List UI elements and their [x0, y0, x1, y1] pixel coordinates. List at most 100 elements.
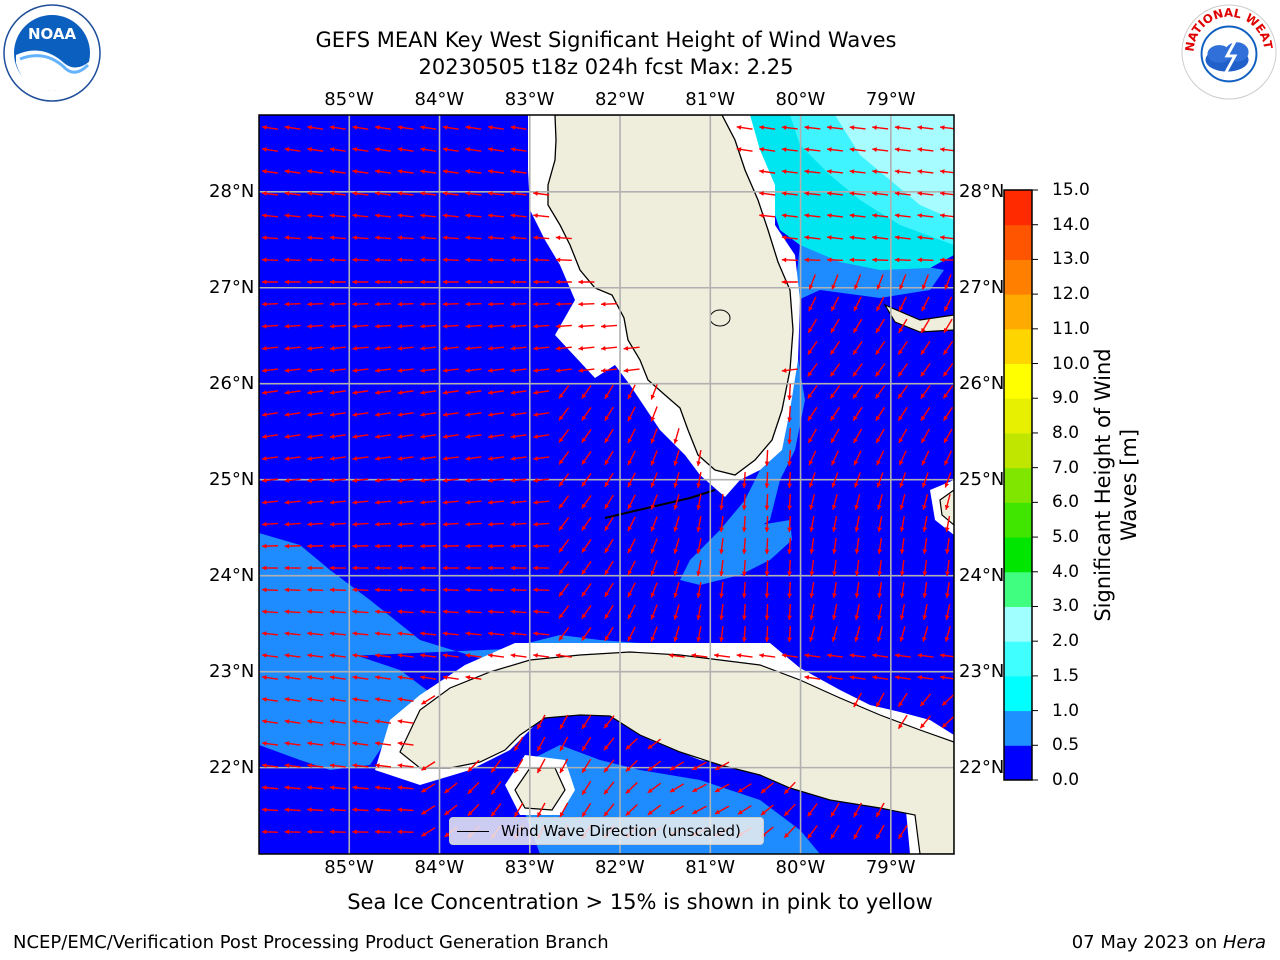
wind-wave-arrow: [397, 279, 414, 285]
wind-wave-arrow: [920, 318, 931, 334]
colorbar-segment: [1004, 224, 1032, 260]
wind-wave-arrow: [442, 543, 459, 549]
wind-wave-arrow: [352, 829, 369, 835]
wind-wave-arrow: [647, 760, 662, 772]
wind-wave-arrow: [783, 825, 796, 839]
wind-wave-arrow: [627, 604, 636, 620]
wind-wave-arrow: [877, 581, 883, 599]
wind-wave-arrow: [284, 521, 301, 527]
wind-wave-arrow: [533, 213, 550, 219]
wind-wave-arrow: [533, 301, 550, 307]
wind-wave-arrow: [849, 125, 866, 130]
wind-wave-arrow: [899, 274, 907, 290]
wind-wave-arrow: [737, 783, 752, 793]
wind-wave-arrow: [759, 653, 776, 658]
wind-wave-arrow: [787, 515, 792, 533]
wind-wave-arrow: [352, 412, 369, 417]
wind-wave-arrow: [647, 804, 662, 816]
wind-wave-arrow: [650, 428, 658, 444]
wind-wave-arrow: [284, 763, 301, 768]
wind-wave-arrow: [510, 125, 527, 130]
wind-wave-arrow: [874, 363, 886, 377]
wind-wave-arrow: [921, 274, 929, 290]
wind-wave-arrow: [261, 499, 279, 505]
wind-wave-arrow: [352, 191, 369, 196]
wind-wave-arrow: [465, 257, 482, 263]
wind-wave-arrow: [603, 759, 615, 773]
wind-wave-arrow: [876, 450, 885, 466]
wind-wave-arrow: [920, 406, 931, 422]
wind-wave-arrow: [832, 559, 837, 577]
wind-wave-arrow: [604, 582, 614, 598]
wind-wave-arrow: [352, 125, 369, 130]
wind-wave-arrow: [329, 456, 346, 461]
wind-wave-arrow: [510, 434, 527, 439]
wind-wave-arrow: [442, 323, 459, 329]
legend-line-sample: [457, 831, 489, 832]
wind-wave-arrow: [307, 609, 324, 615]
wind-wave-arrow: [741, 625, 747, 643]
wind-wave-arrow: [944, 516, 951, 532]
wind-wave-arrow: [830, 296, 840, 312]
wind-wave-arrow: [487, 125, 505, 130]
longitude-label: 82°W: [595, 857, 645, 878]
colorbar-segment: [1004, 467, 1032, 503]
wind-wave-arrow: [510, 609, 527, 615]
wind-wave-arrow: [696, 538, 702, 554]
wind-wave-arrow: [787, 581, 792, 599]
wind-wave-arrow: [826, 257, 844, 263]
wind-wave-arrow: [510, 565, 527, 571]
wind-wave-arrow: [284, 697, 301, 702]
wind-wave-arrow: [849, 235, 866, 240]
wind-wave-arrow: [374, 213, 392, 219]
wind-wave-arrow: [533, 653, 550, 658]
wind-wave-arrow: [853, 296, 862, 312]
wind-wave-arrow: [625, 803, 638, 817]
wind-wave-arrow: [604, 494, 614, 510]
wind-wave-arrow: [397, 478, 414, 483]
wind-wave-arrow: [261, 147, 279, 152]
wind-wave-arrow: [374, 235, 392, 241]
longitude-label: 85°W: [324, 89, 374, 110]
wind-wave-arrow: [261, 543, 279, 549]
wind-wave-arrow: [787, 427, 792, 445]
wind-wave-arrow: [510, 279, 527, 285]
wind-wave-arrow: [487, 368, 505, 373]
wind-wave-arrow: [787, 537, 792, 555]
wind-wave-arrow: [510, 191, 527, 196]
wind-wave-arrow: [673, 472, 680, 488]
wind-wave-arrow: [759, 213, 776, 219]
wind-wave-arrow: [894, 147, 911, 152]
wind-wave-arrow: [465, 235, 482, 241]
wind-wave-arrow: [558, 385, 570, 399]
wind-wave-arrow: [261, 587, 279, 593]
wind-wave-arrow: [420, 345, 437, 351]
wind-wave-arrow: [920, 428, 930, 444]
wind-wave-arrow: [603, 781, 615, 795]
wind-wave-arrow: [284, 719, 301, 724]
wind-wave-arrow: [374, 390, 392, 395]
wind-wave-arrow: [261, 257, 279, 263]
latitude-label: 25°N: [959, 469, 1005, 491]
wind-wave-arrow: [673, 450, 680, 466]
colorbar-tick-label: 11.0: [1052, 318, 1090, 339]
wind-wave-arrow: [719, 537, 724, 555]
wind-wave-arrow: [329, 345, 346, 351]
wind-wave-arrow: [465, 147, 482, 152]
wind-wave-arrow: [787, 493, 792, 511]
wind-wave-arrow: [627, 516, 636, 532]
wind-wave-arrow: [420, 235, 437, 241]
wind-wave-arrow: [872, 169, 889, 174]
wind-wave-arrow: [352, 301, 369, 307]
wind-wave-arrow: [558, 539, 570, 553]
wind-wave-arrow: [420, 631, 437, 637]
wind-wave-arrow: [804, 147, 821, 152]
wind-wave-arrow: [781, 257, 798, 263]
wind-wave-arrow: [673, 582, 680, 598]
wind-wave-arrow: [261, 368, 279, 373]
wind-wave-arrow: [510, 521, 527, 527]
wind-wave-arrow: [510, 368, 527, 373]
wind-wave-arrow: [510, 478, 527, 483]
wind-wave-arrow: [854, 472, 861, 488]
wind-wave-arrow: [736, 653, 753, 658]
